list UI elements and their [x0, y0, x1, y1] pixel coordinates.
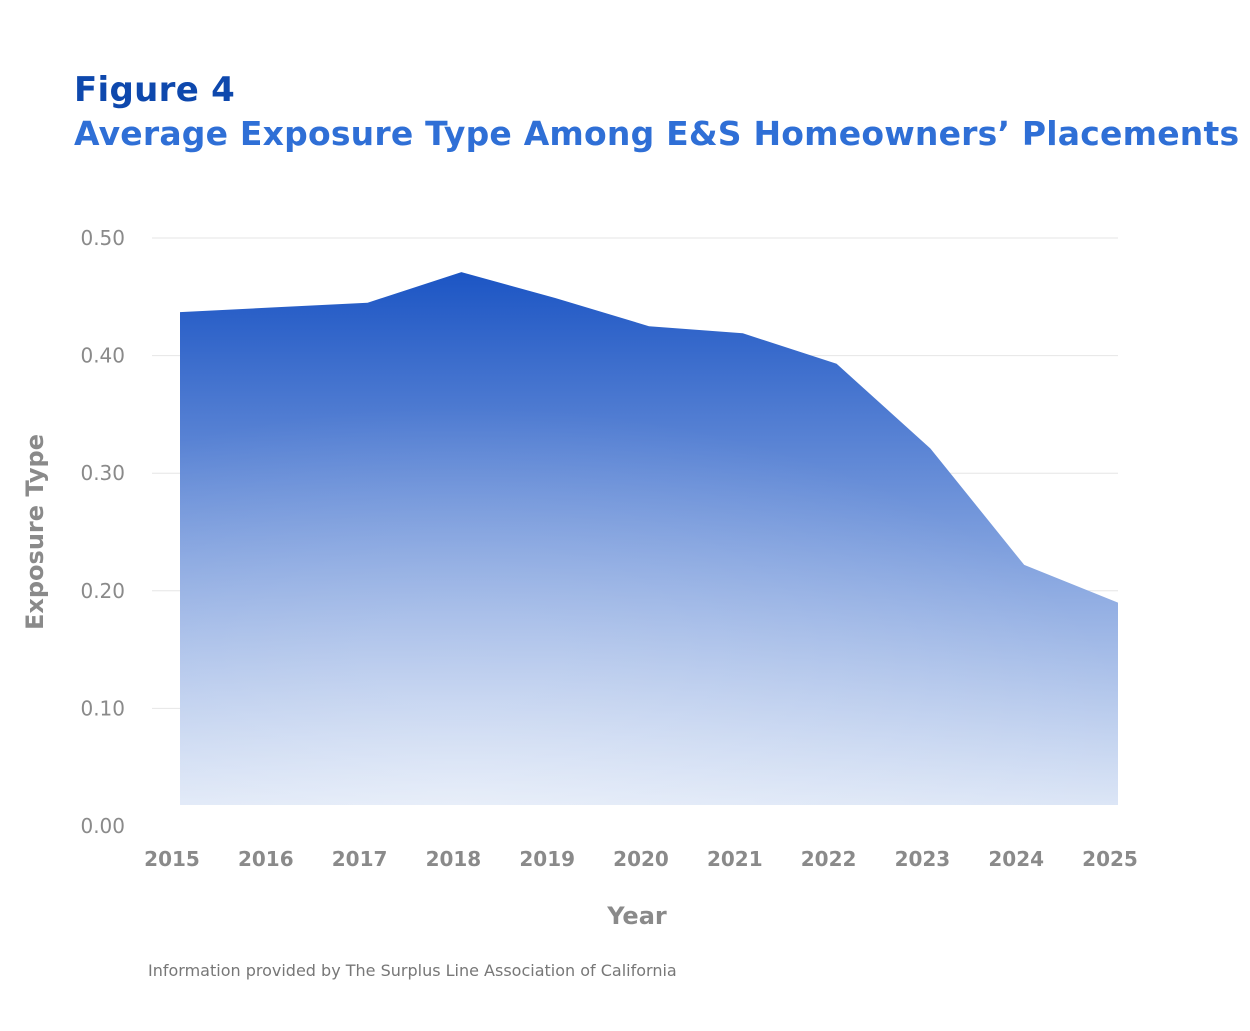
chart-title: Average Exposure Type Among E&S Homeowne…	[74, 114, 1240, 153]
source-note: Information provided by The Surplus Line…	[148, 961, 677, 980]
x-tick-label: 2021	[707, 847, 763, 871]
series-area-highlight	[180, 272, 1118, 806]
y-tick-label: 0.10	[80, 696, 125, 720]
x-axis-ticks: 2015 2016 2017 2018 2019 2020 2021 2022 2023 2024…	[144, 847, 1138, 871]
x-tick-label: 2023	[895, 847, 951, 871]
figure-label: Figure 4	[74, 70, 236, 110]
x-tick-label: 2015	[144, 847, 200, 871]
y-axis-title: Exposure Type	[21, 434, 49, 630]
x-tick-label: 2016	[238, 847, 294, 871]
x-tick-label: 2025	[1082, 847, 1138, 871]
y-tick-label: 0.00	[80, 814, 125, 838]
y-axis-ticks: 0.00 0.10 0.20 0.30 0.40 0.50	[80, 226, 125, 838]
x-tick-label: 2019	[519, 847, 575, 871]
y-tick-label: 0.40	[80, 344, 125, 368]
x-tick-label: 2017	[332, 847, 388, 871]
x-axis-title: Year	[606, 902, 667, 930]
x-tick-label: 2018	[426, 847, 482, 871]
x-tick-label: 2020	[613, 847, 669, 871]
x-tick-label: 2022	[801, 847, 857, 871]
y-tick-label: 0.20	[80, 579, 125, 603]
area-layer	[180, 272, 1118, 806]
y-tick-label: 0.30	[80, 461, 125, 485]
y-tick-label: 0.50	[80, 226, 125, 250]
x-tick-label: 2024	[988, 847, 1044, 871]
